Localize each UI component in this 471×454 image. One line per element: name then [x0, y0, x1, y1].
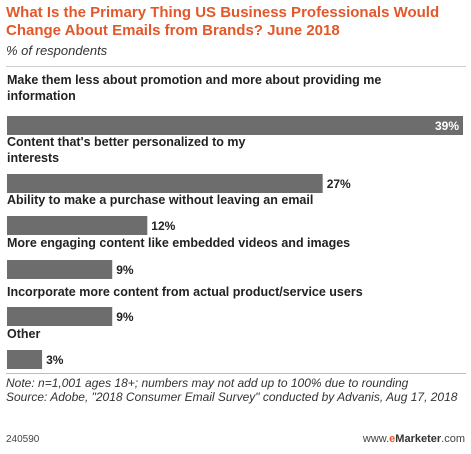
value-label: 27%: [327, 177, 351, 191]
value-label: 12%: [151, 219, 175, 233]
bar: [7, 174, 323, 193]
bar: [7, 350, 43, 369]
note-text: Note: n=1,001 ages 18+; numbers may not …: [6, 376, 409, 390]
category-label: Make them less about promotion and more …: [7, 73, 381, 87]
footnote: Note: n=1,001 ages 18+; numbers may not …: [6, 376, 466, 404]
emarketer-logo[interactable]: www.eMarketer.com: [363, 433, 465, 445]
category-label: Content that's better personalized to my: [7, 135, 245, 149]
bar: [7, 116, 463, 135]
top-divider: [6, 66, 466, 67]
value-label: 39%: [435, 119, 459, 133]
bar: [7, 260, 113, 279]
chart-title: What Is the Primary Thing US Business Pr…: [6, 4, 440, 39]
category-label: Incorporate more content from actual pro…: [7, 285, 363, 299]
source-text: Source: Adobe, "2018 Consumer Email Surv…: [6, 390, 458, 404]
chart-subtitle: % of respondents: [6, 43, 108, 58]
chart-id: 240590: [6, 434, 40, 445]
value-label: 9%: [116, 263, 134, 277]
category-label: More engaging content like embedded vide…: [7, 236, 350, 250]
category-label: interests: [7, 151, 59, 165]
bar-chart: Make them less about promotion and more …: [7, 73, 463, 369]
bar: [7, 216, 148, 235]
bar: [7, 307, 113, 326]
category-label: Ability to make a purchase without leavi…: [7, 193, 313, 207]
bottom-divider: [6, 373, 466, 374]
value-label: 9%: [116, 310, 134, 324]
value-label: 3%: [46, 353, 64, 367]
brand-e: e: [389, 433, 396, 445]
brand-suffix: .com: [441, 433, 465, 445]
brand-name: Marketer: [395, 433, 442, 445]
category-label: information: [7, 89, 76, 103]
brand-prefix: www.: [362, 433, 390, 445]
category-label: Other: [7, 327, 40, 341]
